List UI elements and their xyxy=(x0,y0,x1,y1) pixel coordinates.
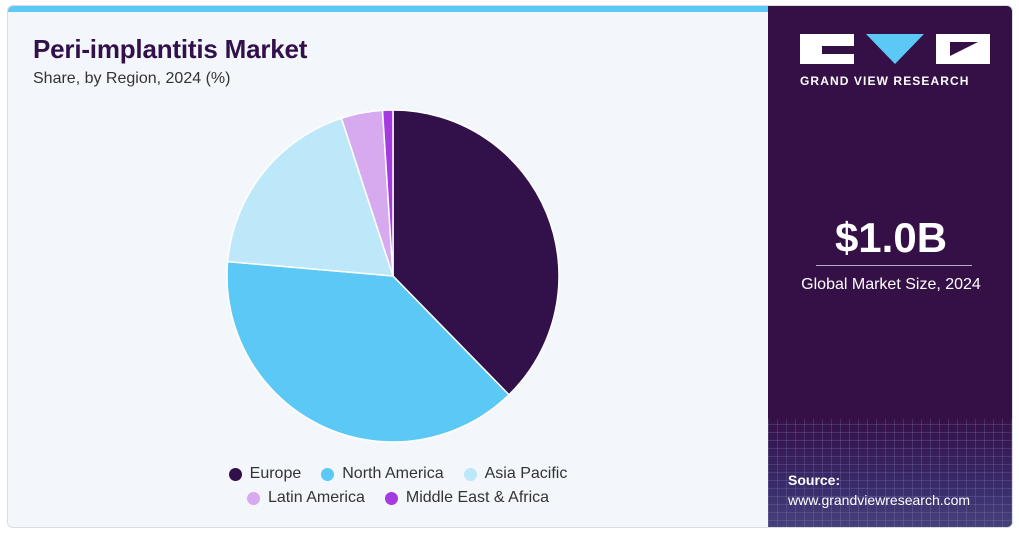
market-size-label: Global Market Size, 2024 xyxy=(801,276,981,293)
grid-decoration xyxy=(768,419,1012,527)
legend-swatch xyxy=(384,491,398,505)
divider xyxy=(816,265,972,266)
accent-bar xyxy=(8,6,768,12)
legend-item-asia-pacific: Asia Pacific xyxy=(463,465,568,483)
legend-label: Latin America xyxy=(267,489,365,506)
chart-legend: Europe North America Asia Pacific Latin … xyxy=(158,462,638,510)
pie-slice-asia-pacific xyxy=(226,117,395,277)
pie-slice-middle-east-africa xyxy=(381,109,394,277)
pie-slice-north-america xyxy=(226,260,511,443)
source-label: Source: xyxy=(788,472,841,488)
logo-text: GRAND VIEW RESEARCH xyxy=(800,74,970,88)
grand-view-research-logo xyxy=(800,34,990,64)
chart-title: Peri-implantitis Market xyxy=(33,34,308,64)
legend-row-2: Latin America Middle East & Africa xyxy=(158,486,638,510)
legend-row-1: Europe North America Asia Pacific xyxy=(158,462,638,486)
side-panel: GRAND VIEW RESEARCH $1.0B Global Market … xyxy=(768,6,1012,527)
legend-label: Middle East & Africa xyxy=(405,489,550,506)
legend-swatch xyxy=(463,467,477,481)
legend-swatch xyxy=(246,491,260,505)
legend-item-europe: Europe xyxy=(228,465,302,483)
legend-swatch xyxy=(228,467,242,481)
legend-label: North America xyxy=(342,465,444,482)
market-size-value: $1.0B xyxy=(834,214,948,261)
chart-card: Peri-implantitis Market Share, by Region… xyxy=(7,5,1013,528)
legend-swatch xyxy=(321,467,335,481)
pie-slice-europe xyxy=(392,109,560,396)
legend-label: Asia Pacific xyxy=(484,465,568,482)
legend-item-middle-east-africa: Middle East & Africa xyxy=(384,489,550,507)
source-url: www.grandviewresearch.com xyxy=(788,492,971,508)
legend-item-latin-america: Latin America xyxy=(246,489,365,507)
chart-subtitle: Share, by Region, 2024 (%) xyxy=(33,70,231,87)
pie-chart xyxy=(226,109,560,443)
legend-item-north-america: North America xyxy=(321,465,444,483)
legend-label: Europe xyxy=(249,465,302,482)
